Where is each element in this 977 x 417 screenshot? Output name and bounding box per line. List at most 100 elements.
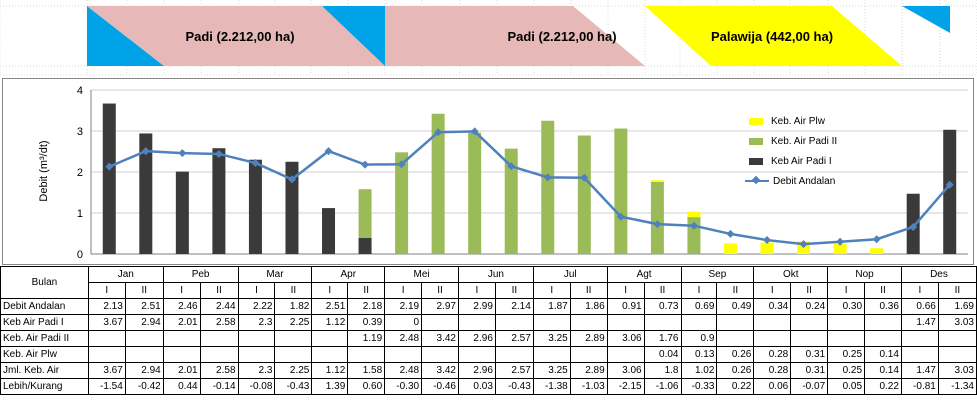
table-cell: 2.44: [199, 298, 239, 315]
month-header: Apr: [311, 266, 386, 283]
row-label: Jml. Keb. Air: [0, 362, 89, 379]
data-table: Bulan Jan Peb Mar Apr Mei Jun Jul Agt Sep Okt Nop De…: [0, 266, 977, 395]
period-header: II: [124, 282, 164, 299]
table-cell: 0.06: [753, 378, 792, 395]
table-cell: 3.67: [87, 314, 126, 331]
debit-andalan-line: [108, 130, 951, 246]
table-cell: 0.91: [606, 298, 645, 315]
period-header: I: [458, 282, 496, 299]
debit-andalan-point: [214, 149, 223, 158]
schedule-label-padi-ii: Padi (2.212,00 ha): [507, 29, 616, 44]
table-cell: [827, 330, 866, 347]
table-cell: 2.25: [274, 314, 313, 331]
legend-label-padi-i: Keb Air Padi I: [771, 155, 832, 167]
table-cell: 2.89: [569, 330, 608, 347]
debit-andalan-point: [763, 236, 772, 245]
table-cell: [790, 330, 829, 347]
table-cell: 3.25: [532, 330, 571, 347]
table-cell: 1.8: [643, 362, 682, 379]
y-tick-label: 1: [77, 208, 83, 220]
debit-andalan-point: [397, 160, 406, 169]
table-cell: 2.96: [458, 362, 496, 379]
table-cell: 0: [384, 314, 423, 331]
table-cell: 3.06: [606, 330, 645, 347]
debit-andalan-point: [287, 175, 296, 184]
legend-label-debit: Debit Andalan: [773, 175, 836, 187]
table-cell: 0.60: [347, 378, 386, 395]
month-header: Nop: [827, 266, 902, 283]
table-cell: [421, 346, 459, 363]
table-cell: [569, 346, 608, 363]
debit-andalan-point: [909, 222, 918, 231]
bar-plw: [650, 180, 664, 182]
period-header: II: [790, 282, 829, 299]
bar-padi-i: [139, 133, 153, 254]
table-cell: 3.03: [937, 362, 977, 379]
table-cell: -0.33: [680, 378, 718, 395]
table-cell: [864, 330, 902, 347]
y-tick-label: 0: [77, 249, 83, 261]
month-header: Jun: [458, 266, 534, 283]
bar-padi-i: [102, 103, 116, 254]
debit-andalan-point: [616, 212, 625, 221]
table-cell: 1.86: [569, 298, 608, 315]
legend-item-plw: Keb. Air Plw: [745, 111, 945, 131]
table-cell: [199, 346, 239, 363]
legend-item-debit: Debit Andalan: [745, 171, 945, 191]
bar-padi-ii: [358, 189, 372, 239]
table-cell: 1.12: [311, 314, 349, 331]
period-header: I: [162, 282, 201, 299]
period-header: II: [421, 282, 459, 299]
bar-plw: [687, 211, 701, 218]
debit-andalan-point: [178, 149, 187, 158]
table-row: Debit Andalan 2.13 2.51 2.46 2.44 2.22 1.82 2.5…: [0, 298, 977, 315]
table-row: Keb. Air Padi II 1.19 2.48 3.42 2.96 2.57 3.25…: [0, 330, 977, 347]
row-label: Keb. Air Plw: [0, 346, 89, 363]
legend-item-padi-ii: Keb. Air Padi II: [745, 131, 945, 151]
month-header: Mar: [237, 266, 313, 283]
padi-ii-period: [385, 6, 645, 66]
table-cell: 2.97: [421, 298, 459, 315]
table-cell: 0.24: [790, 298, 829, 315]
bar-padi-i: [322, 208, 336, 254]
debit-andalan-point: [945, 180, 954, 189]
table-cell: 0.25: [827, 362, 866, 379]
table-cell: 0.36: [864, 298, 902, 315]
table-cell: 2.01: [162, 362, 201, 379]
bar-padi-i: [248, 159, 262, 254]
period-header: I: [384, 282, 423, 299]
table-cell: 2.94: [124, 362, 164, 379]
table-cell: -0.08: [237, 378, 276, 395]
period-header: II: [199, 282, 239, 299]
table-cell: 2.22: [237, 298, 276, 315]
debit-andalan-point: [361, 160, 370, 169]
table-cell: -0.46: [421, 378, 459, 395]
period-header: I: [237, 282, 276, 299]
padi-i-period: [87, 6, 385, 66]
chart-svg: 0 1 2 3 4 Debit (m³/dt): [38, 85, 968, 261]
table-cell: [87, 346, 126, 363]
table-cell: 3.67: [87, 362, 126, 379]
table-cell: 3.03: [937, 314, 977, 331]
bar-padi-ii: [431, 113, 445, 254]
table-cell: [384, 346, 423, 363]
period-header: II: [347, 282, 386, 299]
table-cell: 1.47: [900, 314, 939, 331]
table-cell: 1.39: [311, 378, 349, 395]
table-cell: 0.26: [716, 346, 755, 363]
table-cell: 2.19: [384, 298, 423, 315]
table-cell: [606, 314, 645, 331]
bar-padi-ii: [614, 128, 628, 254]
table-cell: 3.42: [421, 362, 459, 379]
debit-andalan-point: [141, 147, 150, 156]
cyan-transition-des: [902, 6, 950, 33]
bar-padi-i: [212, 148, 226, 254]
table-cell: 1.69: [937, 298, 977, 315]
table-cell: 0.44: [162, 378, 201, 395]
bar-plw: [870, 248, 884, 254]
table-cell: [124, 330, 164, 347]
table-cell: -1.54: [87, 378, 126, 395]
chart-area: 0 1 2 3 4 Debit (m³/dt) Keb. Air Plw Keb. Ai…: [2, 78, 974, 265]
table-cell: 0.05: [827, 378, 866, 395]
table-cell: 0.28: [753, 362, 792, 379]
